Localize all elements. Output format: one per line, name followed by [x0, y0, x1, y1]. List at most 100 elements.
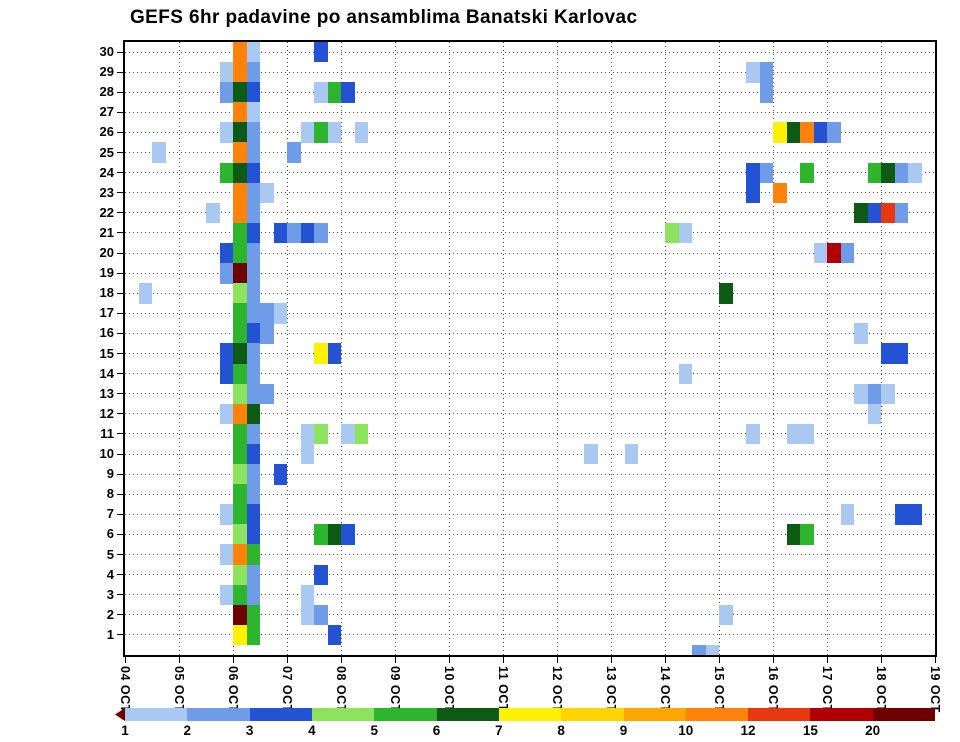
x-axis-tick [826, 657, 828, 663]
heatmap-cell [246, 182, 261, 204]
gridline-horizontal [125, 312, 935, 314]
heatmap-cell [854, 383, 868, 405]
heatmap-cell [246, 242, 261, 264]
heatmap-cell [138, 283, 153, 304]
y-axis-tick [117, 152, 123, 154]
y-axis-tick [117, 192, 123, 194]
x-tick-label: 07 OCT [280, 666, 294, 713]
gridline-horizontal [125, 212, 935, 214]
heatmap-cell [759, 82, 774, 103]
y-axis-tick [117, 353, 123, 355]
colorbar-tick-label: 4 [308, 723, 316, 738]
y-axis-tick [117, 413, 123, 415]
colorbar-tick-label: 6 [432, 723, 441, 738]
gridline-vertical [178, 42, 180, 655]
heatmap-cell [786, 423, 801, 445]
y-axis-tick [117, 232, 123, 234]
heatmap-cell [867, 202, 882, 224]
y-tick-label: 22 [99, 204, 114, 220]
y-tick-label: 13 [99, 385, 114, 401]
heatmap-cell [273, 303, 288, 324]
heatmap-cell [246, 283, 261, 304]
gridline-vertical [718, 42, 720, 655]
gridline-vertical [772, 42, 774, 655]
y-axis-tick [117, 172, 123, 174]
chart-title: GEFS 6hr padavine po ansamblima Banatski… [130, 7, 638, 28]
heatmap-cell [287, 222, 301, 244]
heatmap-cell [341, 524, 355, 545]
heatmap-cell [273, 222, 288, 244]
colorbar-segment [810, 708, 873, 721]
heatmap-cell [260, 323, 274, 344]
heatmap-cell [287, 142, 301, 163]
x-tick-label: 05 OCT [172, 666, 186, 713]
heatmap-cell [246, 363, 261, 385]
heatmap-cell [624, 443, 639, 465]
y-axis-tick [117, 594, 123, 596]
x-tick-label: 17 OCT [820, 666, 834, 713]
y-tick-label: 3 [106, 586, 114, 602]
heatmap-cell [233, 182, 247, 204]
x-tick-label: 14 OCT [658, 666, 672, 713]
x-tick-label: 11 OCT [496, 666, 510, 713]
colorbar-tick-label: 2 [183, 723, 192, 738]
x-tick-label: 09 OCT [388, 666, 402, 713]
heatmap-cell [246, 122, 261, 143]
y-axis-tick [117, 71, 123, 73]
y-tick-label: 8 [106, 486, 114, 502]
heatmap-cell [800, 524, 814, 545]
heatmap-cell [246, 42, 261, 63]
colorbar-segment [187, 708, 250, 721]
y-axis-tick [117, 473, 123, 475]
y-axis-tick [117, 433, 123, 435]
heatmap-cell [354, 423, 369, 445]
heatmap-cell [233, 82, 247, 103]
heatmap-cell [665, 222, 679, 244]
heatmap-cell [894, 504, 909, 525]
gridline-horizontal [125, 232, 935, 234]
heatmap-cell [314, 423, 328, 445]
heatmap-cell [300, 443, 315, 465]
gridline-vertical [286, 42, 288, 655]
x-axis-tick [772, 657, 774, 663]
colorbar-segment [125, 708, 188, 721]
colorbar-tick-label: 1 [121, 723, 129, 738]
colorbar-labels: 1 2 3 4 5 6 7 8 9 10 12 15 20 [0, 723, 960, 741]
gridline-horizontal [125, 332, 935, 334]
gridline-vertical [556, 42, 558, 655]
colorbar-tick-label: 8 [557, 723, 565, 738]
colorbar-segment [561, 708, 624, 721]
heatmap-cell [246, 544, 261, 565]
y-tick-label: 5 [106, 546, 114, 562]
y-tick-label: 18 [99, 285, 114, 301]
heatmap-cell [719, 604, 733, 626]
gridline-horizontal [125, 574, 935, 576]
y-tick-label: 29 [99, 64, 114, 80]
heatmap-cell [246, 564, 261, 586]
heatmap-cell [840, 504, 855, 525]
heatmap-cell [300, 423, 315, 445]
heatmap-cell [813, 242, 828, 264]
heatmap-cell [800, 423, 814, 445]
y-tick-label: 25 [99, 144, 114, 160]
heatmap-cell [233, 564, 247, 586]
heatmap-cell [233, 162, 247, 184]
heatmap-cell [233, 464, 247, 485]
x-axis-tick [880, 657, 882, 663]
heatmap-cell [260, 383, 274, 405]
colorbar-segment [311, 708, 375, 721]
gridline-horizontal [125, 634, 935, 636]
gridline-horizontal [125, 172, 935, 174]
heatmap-cell [246, 383, 261, 405]
heatmap-cell [786, 122, 801, 143]
colorbar-tick-label: 7 [495, 723, 503, 738]
gridline-vertical [394, 42, 396, 655]
heatmap-cell [827, 242, 841, 264]
gridline-horizontal [125, 594, 935, 596]
heatmap-cell [233, 202, 247, 224]
y-tick-label: 24 [99, 164, 114, 180]
heatmap-cell [260, 303, 274, 324]
x-axis-tick [718, 657, 720, 663]
heatmap-cell [692, 644, 706, 655]
y-axis-tick [117, 131, 123, 133]
